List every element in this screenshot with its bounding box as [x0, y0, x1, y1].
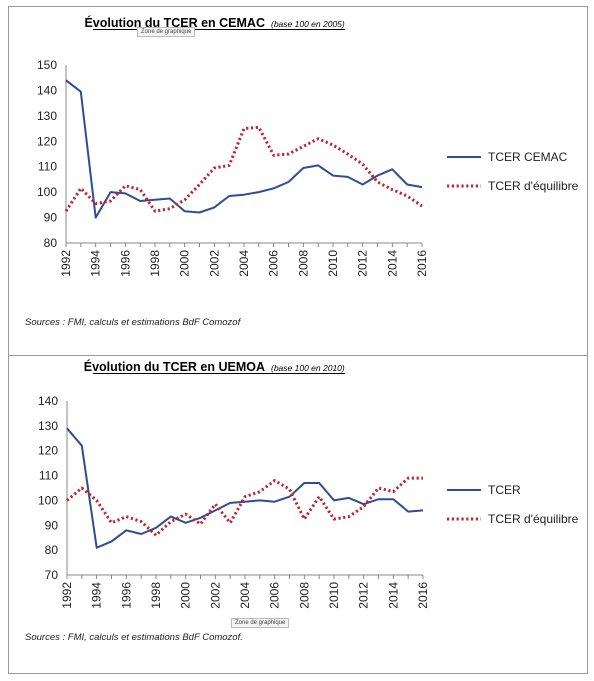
x-tick-label: 1998 [149, 582, 163, 609]
chart-area-tooltip: Zone de graphique [137, 27, 196, 37]
y-tick-label: 110 [39, 469, 58, 483]
x-tick-label: 2010 [326, 250, 340, 277]
y-tick-label: 120 [38, 444, 58, 458]
x-tick-label: 2012 [357, 582, 371, 609]
x-tick-label: 2010 [327, 582, 341, 609]
chart-subtitle: (base 100 en 2010) [271, 363, 345, 373]
legend-label: TCER d'équilibre [488, 179, 579, 193]
series-line-actual [66, 427, 424, 549]
x-tick-label: 2006 [267, 250, 281, 277]
series-line-equilibrium [64, 125, 423, 213]
chart-title: Évolution du TCER en CEMAC [84, 15, 265, 30]
x-tick-label: 2000 [178, 250, 192, 277]
chart-cemac: Évolution du TCER en CEMAC (base 100 en 2… [37, 15, 579, 277]
legend-label: TCER CEMAC [488, 150, 568, 164]
x-tick-label: 1996 [118, 250, 132, 277]
y-tick-label: 80 [44, 236, 58, 250]
x-tick-label: 2016 [415, 250, 429, 277]
y-tick-label: 130 [37, 109, 57, 123]
series-line-equilibrium [66, 476, 423, 537]
y-tick-label: 110 [38, 160, 57, 174]
x-tick-label: 1992 [60, 582, 74, 609]
x-tick-label: 1998 [148, 250, 162, 277]
x-tick-label: 1992 [59, 250, 73, 277]
x-tick-label: 2002 [208, 582, 222, 609]
y-tick-label: 150 [37, 58, 57, 72]
legend-label: TCER d'équilibre [488, 512, 579, 526]
series-line-actual [65, 79, 423, 219]
y-tick-label: 140 [37, 83, 57, 97]
chart-subtitle: (base 100 en 2005) [271, 19, 345, 29]
chart-panel-uemoa[interactable]: Évolution du TCER en UEMOA (base 100 en 2… [8, 355, 588, 674]
x-tick-label: 1996 [119, 582, 133, 609]
y-tick-label: 90 [44, 211, 58, 225]
chart-panel-cemac[interactable]: Évolution du TCER en CEMAC (base 100 en 2… [8, 6, 588, 356]
x-tick-label: 2000 [179, 582, 193, 609]
x-tick-label: 2004 [237, 250, 251, 277]
y-tick-label: 120 [37, 134, 57, 148]
x-tick-label: 2008 [296, 250, 310, 277]
chart-uemoa: Évolution du TCER en UEMOA (base 100 en 2… [38, 359, 579, 609]
x-tick-label: 2004 [238, 582, 252, 609]
chart-source-note: Sources : FMI, calculs et estimations Bd… [25, 317, 241, 328]
y-tick-label: 100 [38, 493, 58, 507]
chart-area-tooltip: Zone de graphique [231, 618, 290, 628]
x-tick-label: 1994 [89, 250, 103, 277]
x-tick-label: 1994 [90, 582, 104, 609]
x-tick-label: 2014 [385, 250, 399, 277]
x-tick-label: 2006 [268, 582, 282, 609]
x-tick-label: 2012 [356, 250, 370, 277]
x-tick-label: 2016 [416, 582, 430, 609]
y-tick-label: 100 [37, 185, 57, 199]
y-tick-label: 70 [45, 568, 59, 582]
x-tick-label: 2014 [386, 582, 400, 609]
legend-label: TCER [488, 483, 521, 497]
y-tick-label: 80 [45, 543, 59, 557]
y-tick-label: 130 [38, 419, 58, 433]
y-tick-label: 140 [38, 394, 58, 408]
x-tick-label: 2002 [207, 250, 221, 277]
chart-source-note: Sources : FMI, calculs et estimations Bd… [25, 632, 243, 643]
x-tick-label: 2008 [297, 582, 311, 609]
y-tick-label: 90 [45, 518, 59, 532]
chart-title: Évolution du TCER en UEMOA [84, 359, 265, 374]
